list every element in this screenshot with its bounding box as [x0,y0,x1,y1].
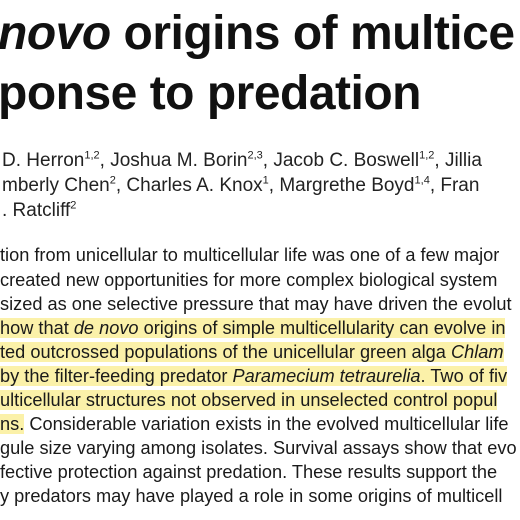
author-name: , Joshua M. Borin [99,150,248,171]
author-affiliation: 1,4 [414,174,430,187]
title-line-1-text: origins of multice [110,7,515,60]
italic-term: de novo [73,318,139,338]
abstract-text: sized as one selective pressure that may… [0,294,512,314]
abstract-line-10: fective protection against predation. Th… [0,462,497,483]
abstract-text: y predators may have played a role in so… [0,486,503,506]
author-line-1: D. Herron1,2, Joshua M. Borin2,3, Jacob … [2,150,482,172]
highlighted-text: ulticellular structures not observed in … [0,390,498,410]
abstract-line-3: sized as one selective pressure that may… [0,294,512,315]
author-name: , Jillia [434,150,482,171]
title-line-1: novo origins of multice [0,6,515,61]
abstract-line-7: ulticellular structures not observed in … [0,390,498,411]
author-affiliation: 1 [262,174,269,187]
abstract-text: tion from unicellular to multicellular l… [0,245,500,265]
author-name: , Margrethe Boyd [268,175,415,196]
highlighted-text: by the filter-feeding predator Parameciu… [0,366,508,386]
abstract-text: gule size varying among isolates. Surviv… [0,438,517,458]
italic-term: Chlam [450,342,504,362]
author-affiliation: 1,2 [419,149,435,162]
highlighted-text: ns. [0,414,25,434]
author-name: , Fran [429,175,480,196]
author-name: , Jacob C. Boswell [262,150,420,171]
title-line-2: ponse to predation [0,66,422,121]
abstract-line-11: y predators may have played a role in so… [0,486,502,507]
abstract-text: fective protection against predation. Th… [0,462,498,482]
author-name: D. Herron [2,150,85,171]
title-italic-word: novo [0,7,111,60]
abstract-line-1: tion from unicellular to multicellular l… [0,245,499,266]
author-affiliation: 2 [70,199,77,212]
abstract-line-4: how that de novo origins of simple multi… [0,318,506,339]
italic-term: Paramecium tetraurelia [232,366,421,386]
abstract-line-5: ted outcrossed populations of the unicel… [0,342,504,363]
title-line-2-text: ponse to predation [0,67,422,120]
abstract-text: Considerable variation exists in the evo… [24,414,509,434]
author-name: , Charles A. Knox [115,175,263,196]
abstract-text: created new opportunities for more compl… [0,270,498,290]
author-name: mberly Chen [2,175,110,196]
author-affiliation: 2 [109,174,116,187]
highlighted-text: how that de novo origins of simple multi… [0,318,506,338]
abstract-line-9: gule size varying among isolates. Surviv… [0,438,517,459]
abstract-line-6: by the filter-feeding predator Parameciu… [0,366,508,387]
author-affiliation: 1,2 [84,149,100,162]
abstract-line-2: created new opportunities for more compl… [0,270,497,291]
author-line-3: . Ratcliff2 [2,200,76,222]
author-name: . Ratcliff [2,200,71,221]
author-line-2: mberly Chen2, Charles A. Knox1, Margreth… [2,175,479,197]
highlighted-text: ted outcrossed populations of the unicel… [0,342,504,362]
abstract-line-8: ns. Considerable variation exists in the… [0,414,509,435]
author-affiliation: 2,3 [247,149,263,162]
